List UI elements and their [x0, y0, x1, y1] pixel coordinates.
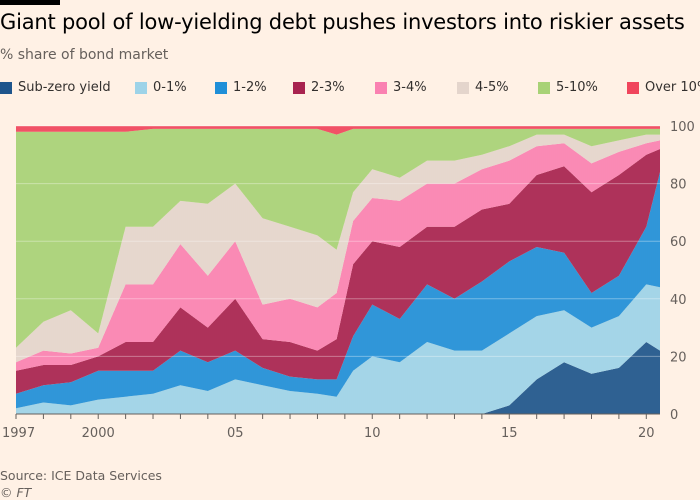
y-tick-label: 100: [670, 120, 695, 135]
chart-title: Giant pool of low-yielding debt pushes i…: [0, 10, 685, 34]
legend-swatch: [215, 81, 227, 94]
x-tick-label: 10: [364, 426, 381, 441]
legend-label: 5-10%: [556, 80, 598, 95]
area-series-5-10-: [16, 128, 660, 348]
legend-item: 4-5%: [457, 80, 509, 95]
legend-swatch: [538, 81, 550, 94]
area-series-3-4-: [16, 140, 660, 371]
x-tick-label: 20: [638, 426, 655, 441]
legend-item: 1-2%: [215, 80, 267, 95]
chart-subtitle: % share of bond market: [0, 47, 169, 63]
y-tick-label: 80: [670, 178, 687, 193]
legend-label: Over 10%: [645, 80, 700, 95]
x-tick-label: 2000: [82, 426, 115, 441]
y-tick-label: 60: [670, 235, 687, 250]
area-series-0-1-: [16, 284, 660, 414]
legend-label: 1-2%: [233, 80, 267, 95]
legend-item: 0-1%: [135, 80, 187, 95]
legend-label: 4-5%: [475, 80, 509, 95]
stacked-area-chart: 0 20 40 60 80 100 1997 2000 05 10 15 20: [2, 120, 695, 441]
legend-label: 3-4%: [393, 80, 427, 95]
y-tick-label: 20: [670, 350, 687, 365]
legend-label: Sub-zero yield: [18, 80, 111, 95]
legend-item: Over 10%: [627, 80, 700, 95]
legend-item: Sub-zero yield: [0, 80, 111, 95]
bar-texture: [16, 126, 660, 414]
x-tick-label: 15: [501, 426, 518, 441]
legend-swatch: [293, 81, 305, 94]
area-series-sub-zero-yield: [16, 342, 660, 414]
legend-label: 0-1%: [153, 80, 187, 95]
x-tick-label: 1997: [2, 426, 35, 441]
area-series-over-10-: [16, 126, 660, 135]
legend-label: 2-3%: [311, 80, 345, 95]
legend-swatch: [135, 81, 147, 94]
y-tick-label: 40: [670, 293, 687, 308]
legend-swatch: [627, 81, 639, 94]
legend: Sub-zero yield 0-1% 1-2% 2-3% 3-4% 4-5% 5-10% O…: [0, 80, 700, 100]
brand-bar: [0, 0, 60, 5]
area-series-1-2-: [16, 172, 660, 409]
legend-swatch: [0, 81, 12, 94]
area-series-2-3-: [16, 149, 660, 394]
source-note: Source: ICE Data Services: [0, 468, 162, 483]
x-tick-label: 05: [227, 426, 244, 441]
y-tick-label: 0: [670, 408, 678, 423]
legend-swatch: [375, 81, 387, 94]
copyright-note: © FT: [0, 485, 32, 500]
legend-swatch: [457, 81, 469, 94]
legend-item: 5-10%: [538, 80, 598, 95]
legend-item: 2-3%: [293, 80, 345, 95]
legend-item: 3-4%: [375, 80, 427, 95]
area-series-4-5-: [16, 134, 660, 363]
